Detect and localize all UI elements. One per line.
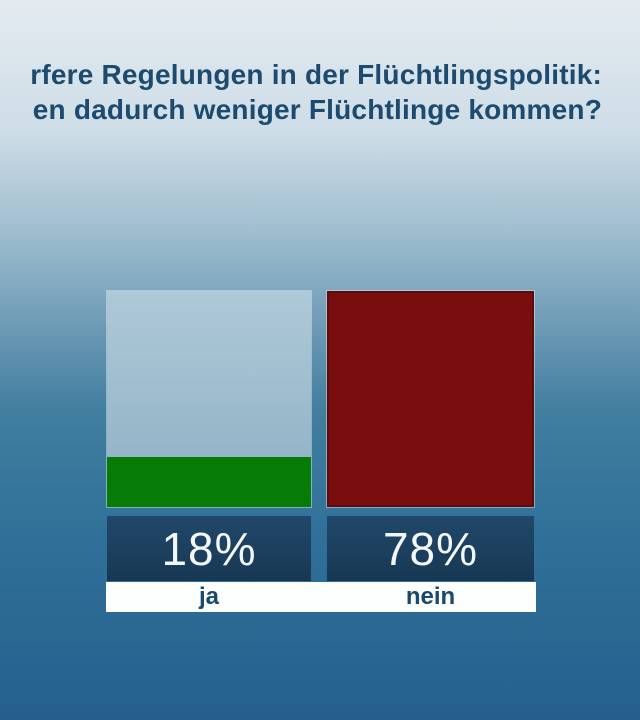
question-headline-line1: rfere Regelungen in der Flüchtlingspolit… — [30, 59, 602, 90]
value-label-ja: 18% — [161, 522, 257, 575]
bar-fill-nein — [327, 291, 534, 507]
category-label-ja: ja — [198, 583, 219, 610]
bar-fill-ja — [107, 457, 311, 507]
bar-track-ja — [106, 290, 312, 508]
value-label-nein: 78% — [382, 522, 479, 575]
bar-track-nein — [326, 290, 535, 508]
value-box-nein: 78% — [327, 516, 534, 581]
value-box-ja: 18% — [107, 516, 311, 581]
question-headline-line2: en dadurch weniger Flüchtlinge kommen? — [32, 94, 602, 125]
question-headline: rfere Regelungen in der Flüchtlingspolit… — [30, 57, 602, 127]
category-axis-strip — [106, 582, 536, 612]
category-label-nein: nein — [405, 583, 456, 610]
